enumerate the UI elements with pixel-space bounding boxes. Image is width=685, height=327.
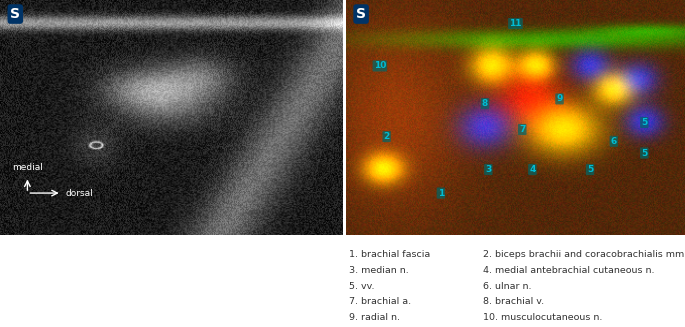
Text: 11: 11 [509, 19, 522, 28]
Text: S: S [356, 7, 366, 21]
Text: 3. median n.: 3. median n. [349, 266, 409, 275]
Text: 5: 5 [641, 148, 647, 158]
Text: 9: 9 [556, 95, 563, 103]
Text: 2: 2 [384, 132, 390, 141]
Text: 1: 1 [438, 189, 444, 198]
Text: 6: 6 [610, 137, 617, 146]
Text: 5: 5 [641, 118, 647, 127]
Text: 7: 7 [519, 125, 525, 134]
Text: 9. radial n.: 9. radial n. [349, 313, 400, 322]
Text: 6. ulnar n.: 6. ulnar n. [483, 282, 532, 291]
Text: 2. biceps brachii and coracobrachialis mm.: 2. biceps brachii and coracobrachialis m… [483, 250, 685, 259]
Text: 5. vv.: 5. vv. [349, 282, 375, 291]
Text: S: S [10, 7, 21, 21]
Text: 8: 8 [482, 99, 488, 108]
Text: 5: 5 [587, 165, 593, 174]
Text: 7. brachial a.: 7. brachial a. [349, 297, 412, 306]
Text: dorsal: dorsal [65, 189, 93, 198]
Text: 8. brachial v.: 8. brachial v. [483, 297, 544, 306]
Text: 4. medial antebrachial cutaneous n.: 4. medial antebrachial cutaneous n. [483, 266, 654, 275]
Text: 10: 10 [373, 61, 386, 70]
Text: 3: 3 [485, 165, 491, 174]
Text: 10. musculocutaneous n.: 10. musculocutaneous n. [483, 313, 602, 322]
Text: 4: 4 [530, 165, 536, 174]
Text: 1. brachial fascia: 1. brachial fascia [349, 250, 431, 259]
Text: medial: medial [12, 163, 43, 172]
